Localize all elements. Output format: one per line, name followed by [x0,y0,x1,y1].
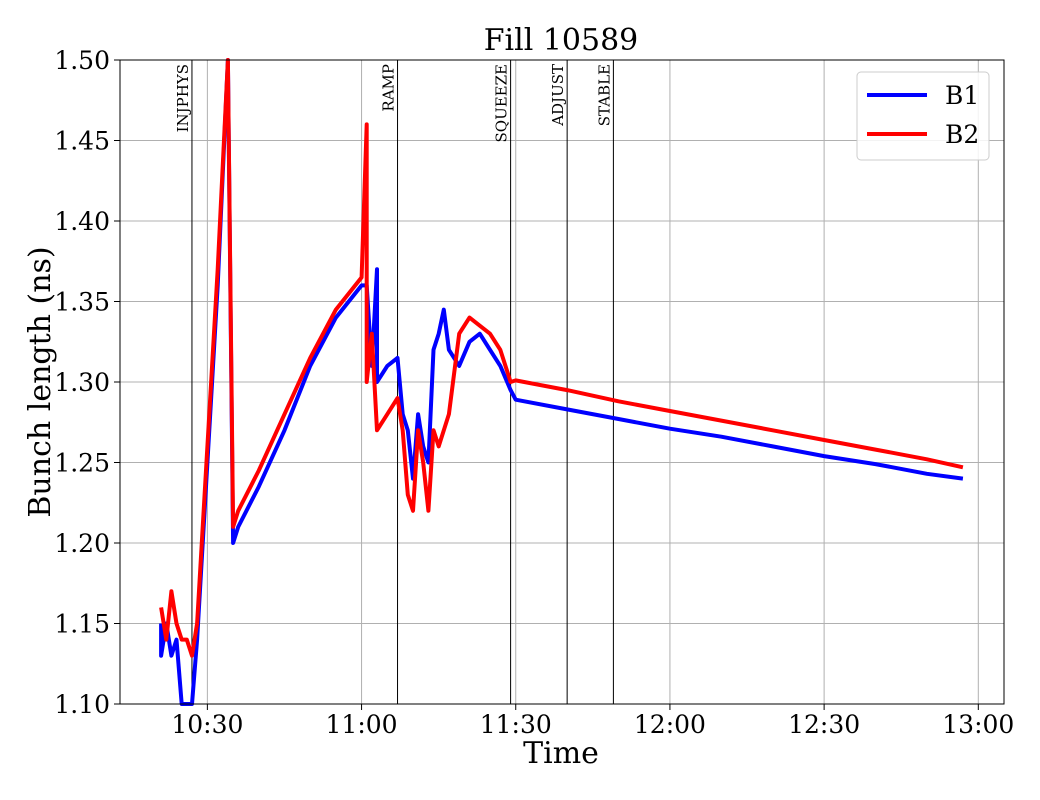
y-tick-label: 1.25 [54,449,110,478]
y-tick-label: 1.15 [54,610,110,639]
x-tick-label: 11:00 [326,710,398,739]
phase-markers: INJPHYS RAMP SQUEEZE ADJUST STABLE [174,60,614,704]
y-tick-label: 1.50 [54,46,110,75]
phase-label: RAMP [380,64,398,112]
y-tick-label: 1.45 [54,127,110,156]
y-tick-label: 1.40 [54,207,110,236]
legend-label: B1 [945,81,979,110]
y-axis-label: Bunch length (ns) [23,246,58,517]
legend-label: B2 [945,120,979,149]
y-tick-label: 1.20 [54,529,110,558]
y-tick-label: 1.10 [54,690,110,719]
chart-title: Fill 10589 [484,23,639,58]
phase-label: SQUEEZE [493,64,511,143]
phase-label: INJPHYS [174,64,192,132]
series-line-b2 [159,58,964,658]
x-tick-label: 13:00 [942,710,1014,739]
phase-label: STABLE [595,64,613,126]
x-tick-label: 12:30 [788,710,860,739]
series-lines [159,58,964,706]
phase-label: ADJUST [549,64,567,127]
axis-ticks: 10:30 11:00 11:30 12:00 12:30 13:00 1.10 1.15 1.… [54,46,1014,739]
x-axis-label: Time [523,736,599,771]
y-tick-label: 1.30 [54,368,110,397]
x-tick-label: 11:30 [480,710,552,739]
x-tick-label: 10:30 [171,710,243,739]
x-tick-label: 12:00 [634,710,706,739]
y-tick-label: 1.35 [54,288,110,317]
